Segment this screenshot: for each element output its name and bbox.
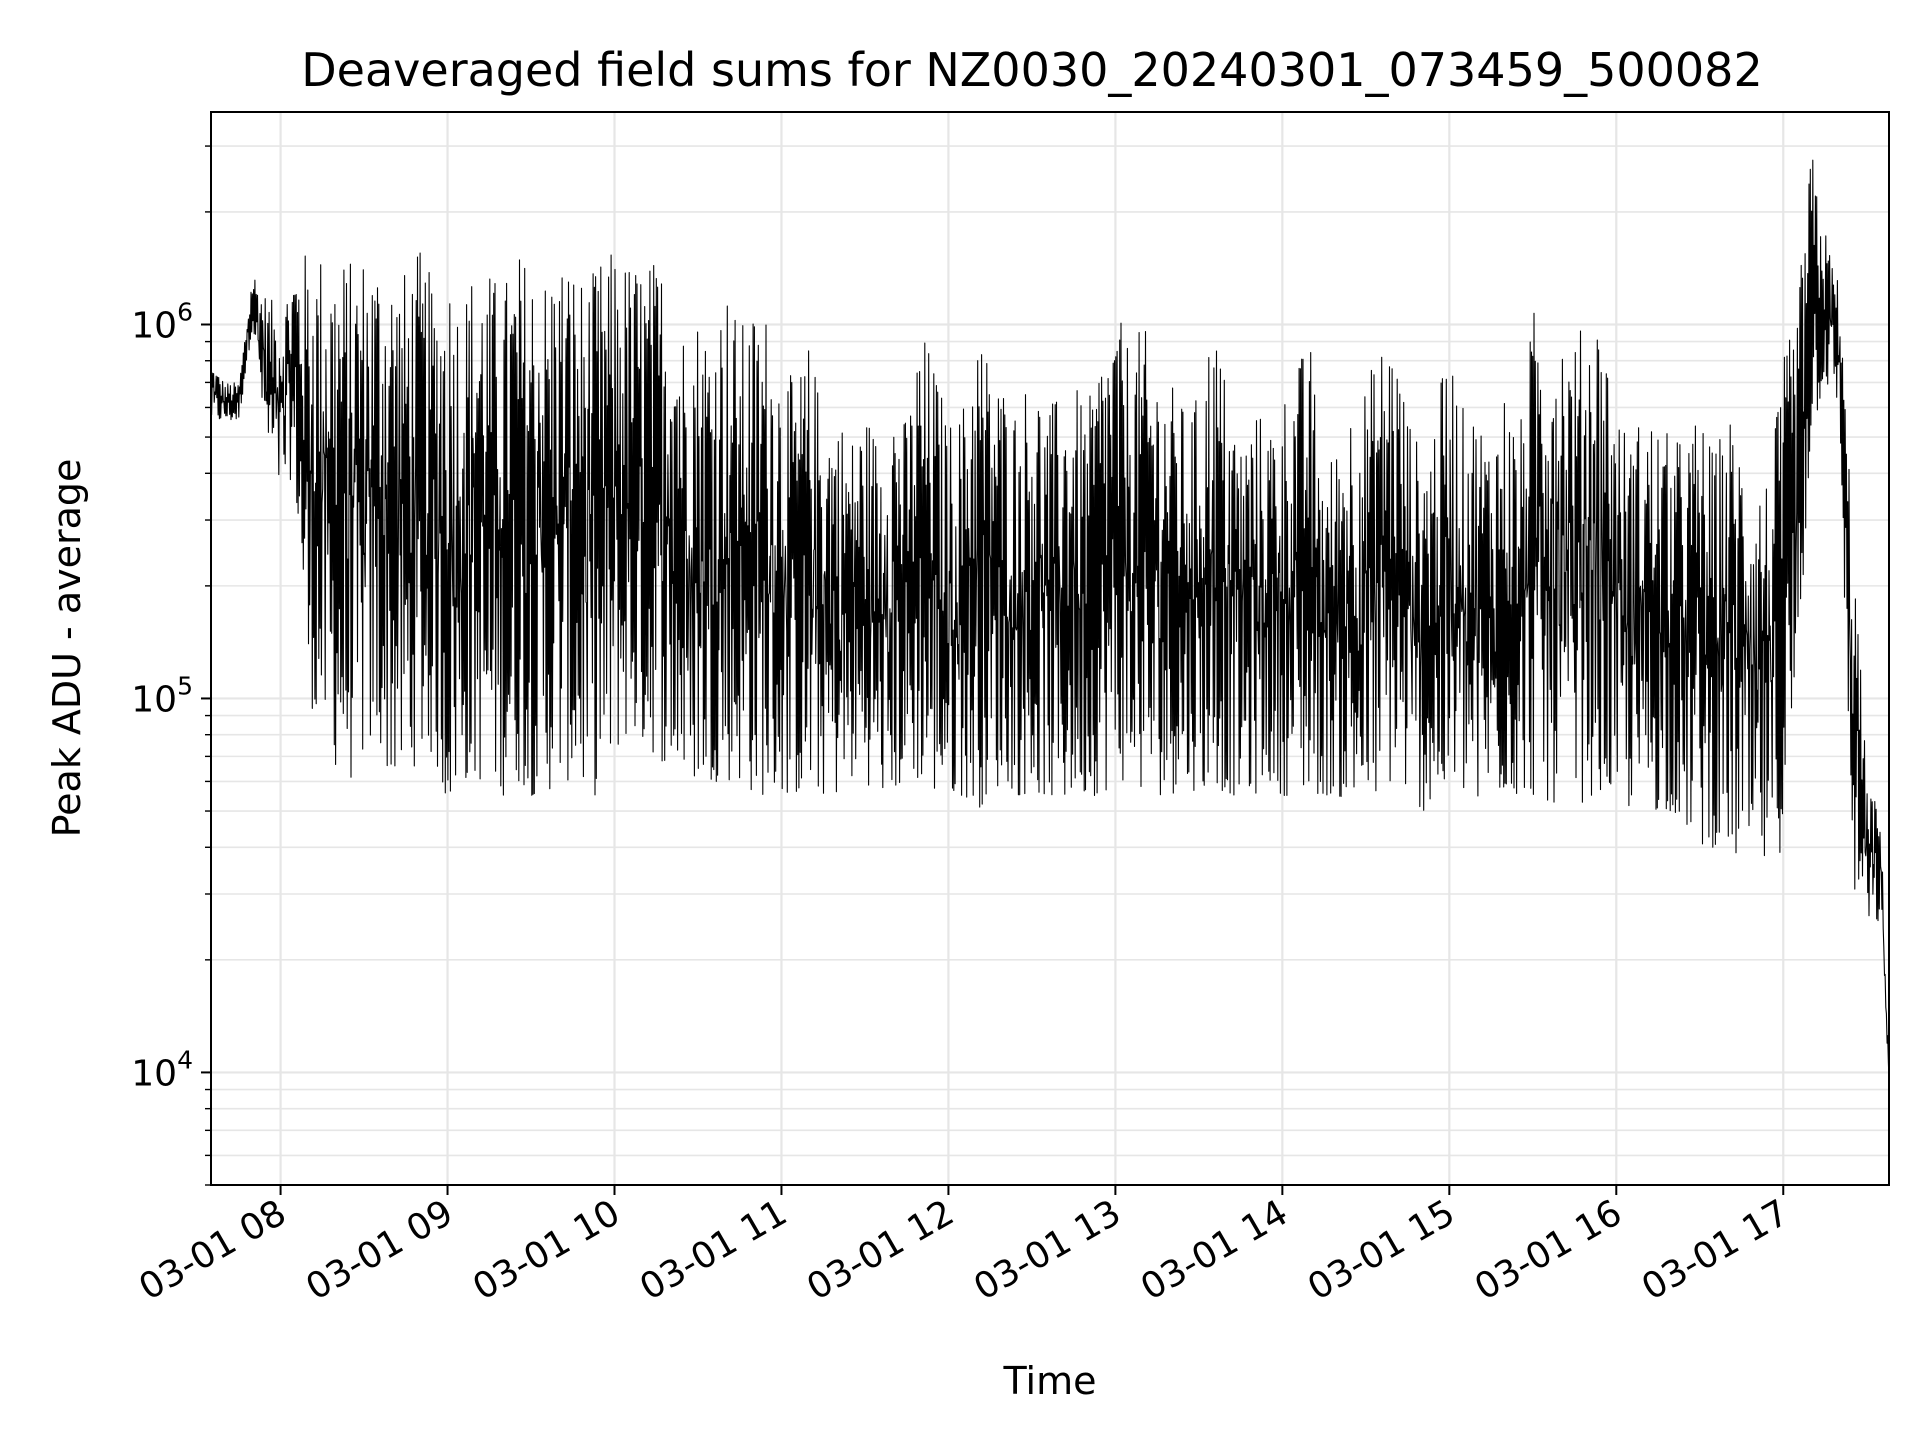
series-line xyxy=(210,159,1890,1081)
y-tick-label-exponent: 4 xyxy=(177,1045,193,1074)
y-tick-label: 104 xyxy=(131,1045,193,1094)
plot-frame xyxy=(210,111,1890,1186)
x-axis-label: Time xyxy=(1003,1359,1097,1403)
y-tick-label: 105 xyxy=(131,671,193,720)
y-tick-label-base: 10 xyxy=(131,1053,177,1094)
y-tick-label-exponent: 5 xyxy=(177,671,193,700)
chart-title: Deaveraged field sums for NZ0030_2024030… xyxy=(301,43,1762,97)
y-tick-label: 106 xyxy=(131,297,193,346)
y-tick-label-base: 10 xyxy=(131,679,177,720)
y-tick-label-exponent: 6 xyxy=(177,297,193,326)
y-tick-label-base: 10 xyxy=(131,305,177,346)
y-axis-label: Peak ADU - average xyxy=(45,459,89,838)
series-group xyxy=(210,159,1890,1081)
